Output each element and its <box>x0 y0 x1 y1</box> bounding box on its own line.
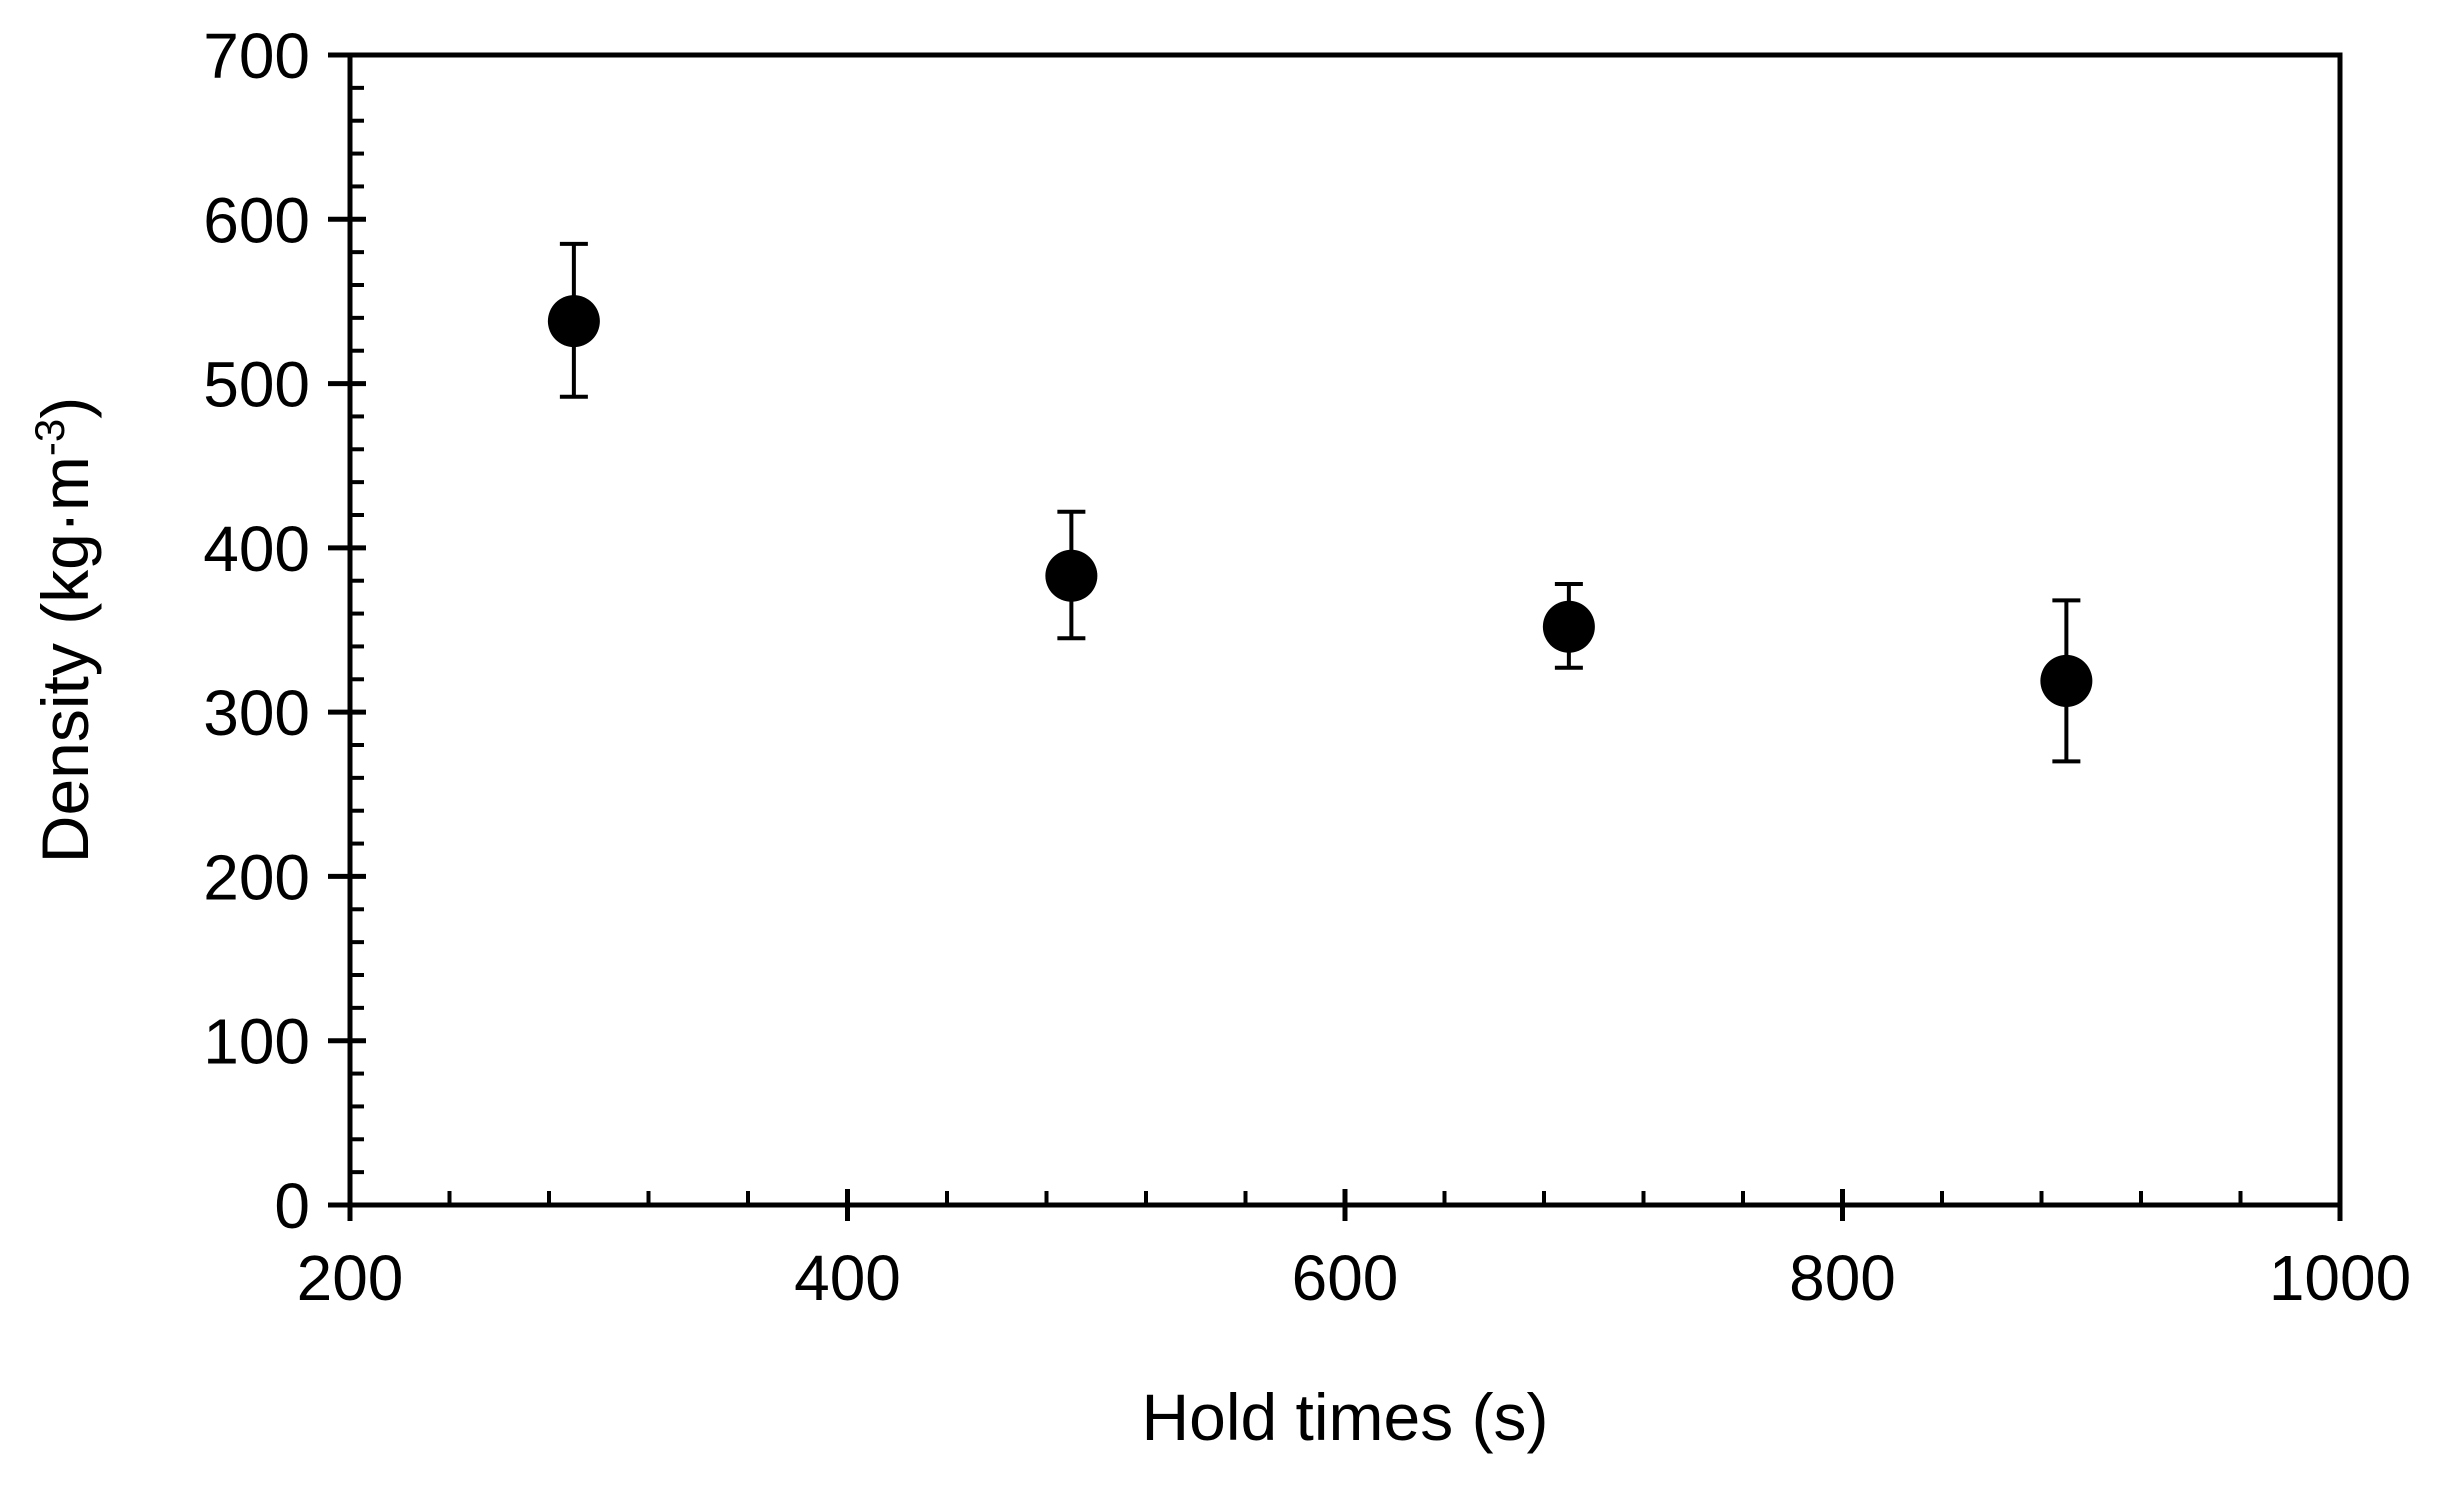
x-tick-label: 600 <box>1292 1242 1399 1314</box>
x-tick-labels: 200 400 600 800 1000 <box>297 1242 2412 1314</box>
y-axis-title-main: Density (kg·m <box>28 456 102 863</box>
y-tick-label: 400 <box>203 513 310 585</box>
x-tick-label: 800 <box>1789 1242 1896 1314</box>
major-ticks <box>328 52 2343 1221</box>
error-bars <box>559 241 2081 764</box>
y-tick-label: 600 <box>203 184 310 256</box>
y-tick-label: 500 <box>203 349 310 421</box>
x-tick-label: 200 <box>297 1242 404 1314</box>
y-axis-title-close: ) <box>28 397 102 419</box>
y-tick-label: 700 <box>203 20 310 92</box>
y-tick-label: 100 <box>203 1006 310 1078</box>
minor-ticks <box>350 85 2243 1205</box>
x-tick-label: 1000 <box>2269 1242 2411 1314</box>
y-tick-label: 0 <box>274 1170 310 1242</box>
data-point <box>547 295 600 348</box>
data-point <box>1542 600 1595 653</box>
y-tick-label: 300 <box>203 677 310 749</box>
y-tick-labels: 0 100 200 300 400 500 600 700 <box>203 20 310 1242</box>
data-points <box>547 295 2093 707</box>
y-axis-title: Density (kg·m-3) <box>26 397 102 863</box>
x-axis-title: Hold times (s) <box>1141 1380 1548 1454</box>
y-axis-title-superscript: -3 <box>26 419 73 456</box>
data-point <box>2040 654 2093 707</box>
x-tick-label: 400 <box>794 1242 901 1314</box>
y-tick-label: 200 <box>203 841 310 913</box>
plot-area-border <box>347 52 2343 1208</box>
plot-frame <box>347 52 2343 1208</box>
data-point <box>1045 549 1098 602</box>
